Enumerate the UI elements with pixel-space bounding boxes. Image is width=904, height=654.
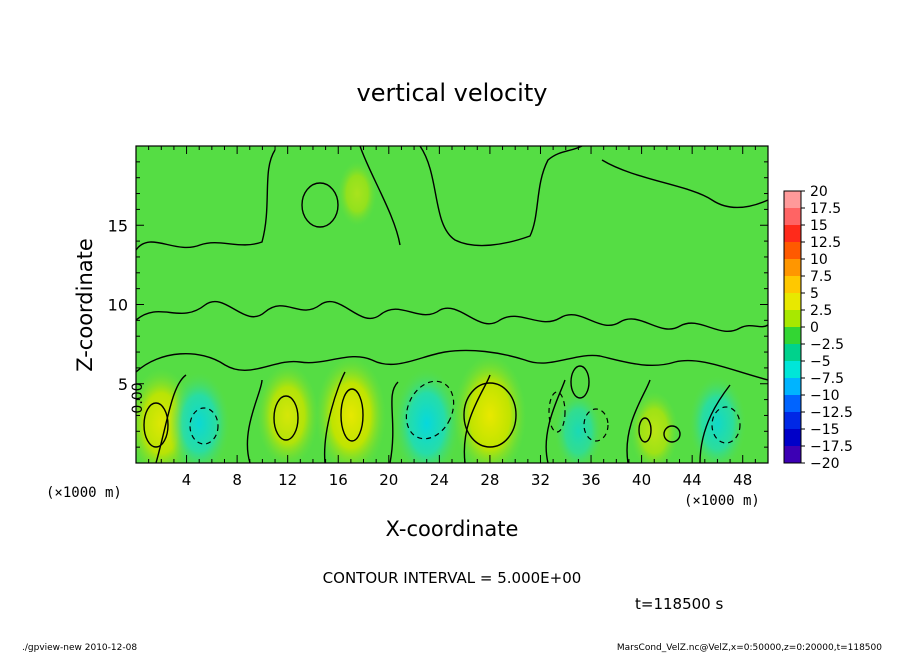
x-tick-label: 20 [379, 471, 398, 489]
colorbar-segment [784, 327, 801, 345]
contour-lines [136, 146, 768, 463]
field-cell-10 [337, 161, 377, 227]
contour-warm-6 [663, 425, 681, 443]
field-cell-6 [453, 354, 527, 463]
x-tick-label: 12 [278, 471, 297, 489]
contour-top-1 [301, 182, 339, 228]
colorbar-segment [784, 446, 801, 464]
colorbar-label: −2.5 [810, 337, 844, 353]
colorbar-segment [784, 429, 801, 447]
time-label: t=118500 s [635, 595, 723, 613]
x-unit-right: (×1000 m) [684, 493, 760, 509]
colorbar-segment [784, 378, 801, 396]
y-tick-label: 10 [108, 296, 128, 315]
contour-warm-1 [143, 402, 169, 448]
colorbar-label: 0 [810, 320, 819, 336]
colorbar-label: −5 [810, 354, 831, 370]
y-tick-label: 15 [108, 216, 128, 235]
y-extra-tick-label: 0.00 [130, 382, 146, 413]
field-cell-2 [168, 372, 230, 463]
colorbar-segment [784, 225, 801, 243]
contour-warm-5 [638, 417, 652, 443]
colorbar: 2017.51512.5107.552.50−2.5−5−7.5−10−12.5… [783, 184, 853, 472]
footer-left: ./gpview-new 2010-12-08 [22, 643, 137, 653]
field-cell-9 [688, 375, 746, 463]
y-tick-label: 5 [118, 375, 128, 394]
x-tick-label: 44 [683, 471, 702, 489]
x-tick-label: 40 [632, 471, 651, 489]
field-cell-8 [630, 391, 679, 463]
x-unit-left: (×1000 m) [46, 485, 122, 501]
field-cell-5 [393, 368, 460, 463]
contour-zero-lower [136, 349, 768, 463]
x-tick-label: 4 [182, 471, 192, 489]
colorbar-segment [784, 191, 801, 209]
x-tick-label: 32 [531, 471, 550, 489]
colorbar-label: 2.5 [810, 303, 832, 319]
contour-cool-3 [548, 391, 566, 433]
colorbar-segment [784, 412, 801, 430]
x-tick-label: 16 [329, 471, 348, 489]
colorbar-segment [784, 361, 801, 379]
contour-warm-2 [273, 395, 299, 441]
plot-area [135, 145, 769, 464]
colorbar-label: 7.5 [810, 269, 832, 285]
colorbar-segment [784, 310, 801, 328]
x-axis-label: X-coordinate [386, 517, 519, 541]
x-tick-labels: 4 8 12 16 20 24 28 32 36 40 44 48 [182, 471, 752, 489]
contour-interval-label: CONTOUR INTERVAL = 5.000E+00 [323, 569, 582, 587]
contour-cool-5 [711, 406, 741, 444]
colorbar-segment [784, 344, 801, 362]
colorbar-label: −7.5 [810, 371, 844, 387]
contour-cool-2 [405, 380, 455, 440]
contour-warm-3 [340, 388, 364, 442]
contour-cool-1 [189, 407, 219, 445]
contour-zero-middle [136, 300, 768, 333]
colorbar-segment [784, 395, 801, 413]
field-cell-7 [554, 391, 603, 463]
x-tick-label: 48 [733, 471, 752, 489]
colorbar-segment [784, 242, 801, 260]
x-tick-label: 36 [581, 471, 600, 489]
x-tick-label: 28 [480, 471, 499, 489]
colorbar-segment [784, 293, 801, 311]
field-cell-3 [256, 364, 319, 463]
contour-warm-4 [463, 382, 517, 448]
colorbar-label: −20 [810, 456, 840, 472]
colorbar-label: −17.5 [810, 439, 853, 455]
colorbar-label: 5 [810, 286, 819, 302]
colorbar-segment [784, 259, 801, 277]
colorbar-segment [784, 208, 801, 226]
colorbar-label: 20 [810, 184, 828, 200]
axis-ticks [136, 146, 768, 463]
field-cell-4 [315, 356, 387, 463]
y-tick-labels: 5 10 15 [108, 216, 128, 394]
colorbar-label: 15 [810, 218, 828, 234]
colorbar-label: 10 [810, 252, 828, 268]
contour-cool-4 [583, 408, 609, 442]
field-cells [136, 161, 746, 463]
contour-top-2 [570, 365, 590, 399]
colorbar-label: −12.5 [810, 405, 853, 421]
chart-title: vertical velocity [357, 79, 548, 107]
colorbar-label: −10 [810, 388, 840, 404]
y-axis-label: Z-coordinate [73, 238, 97, 372]
x-tick-label: 8 [232, 471, 242, 489]
contour-negative [189, 380, 741, 445]
contour-zero-upper [136, 146, 768, 251]
colorbar-segment [784, 276, 801, 294]
colorbar-label: 12.5 [810, 235, 841, 251]
colorbar-label: 17.5 [810, 201, 841, 217]
x-tick-label: 24 [430, 471, 449, 489]
colorbar-label: −15 [810, 422, 840, 438]
footer-right: MarsCond_VelZ.nc@VelZ,x=0:50000,z=0:2000… [617, 643, 882, 653]
